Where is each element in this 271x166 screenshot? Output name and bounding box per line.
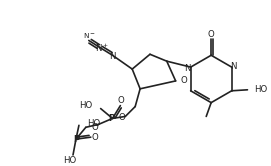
Text: N: N: [83, 33, 89, 39]
Text: O: O: [118, 96, 125, 105]
Text: O: O: [91, 133, 98, 142]
Text: O: O: [208, 30, 215, 39]
Text: O: O: [180, 76, 187, 85]
Text: O: O: [91, 123, 98, 132]
Text: N: N: [95, 44, 102, 53]
Text: HO: HO: [87, 119, 100, 128]
Text: HO: HO: [254, 85, 268, 94]
Text: N: N: [230, 62, 237, 71]
Text: N: N: [109, 52, 116, 61]
Text: HO: HO: [63, 156, 77, 165]
Text: P: P: [108, 114, 115, 123]
Text: N: N: [185, 64, 191, 73]
Text: P: P: [73, 135, 79, 144]
Text: HO: HO: [79, 101, 93, 110]
Text: −: −: [89, 30, 94, 35]
Text: +: +: [102, 43, 107, 48]
Text: O: O: [119, 113, 126, 122]
